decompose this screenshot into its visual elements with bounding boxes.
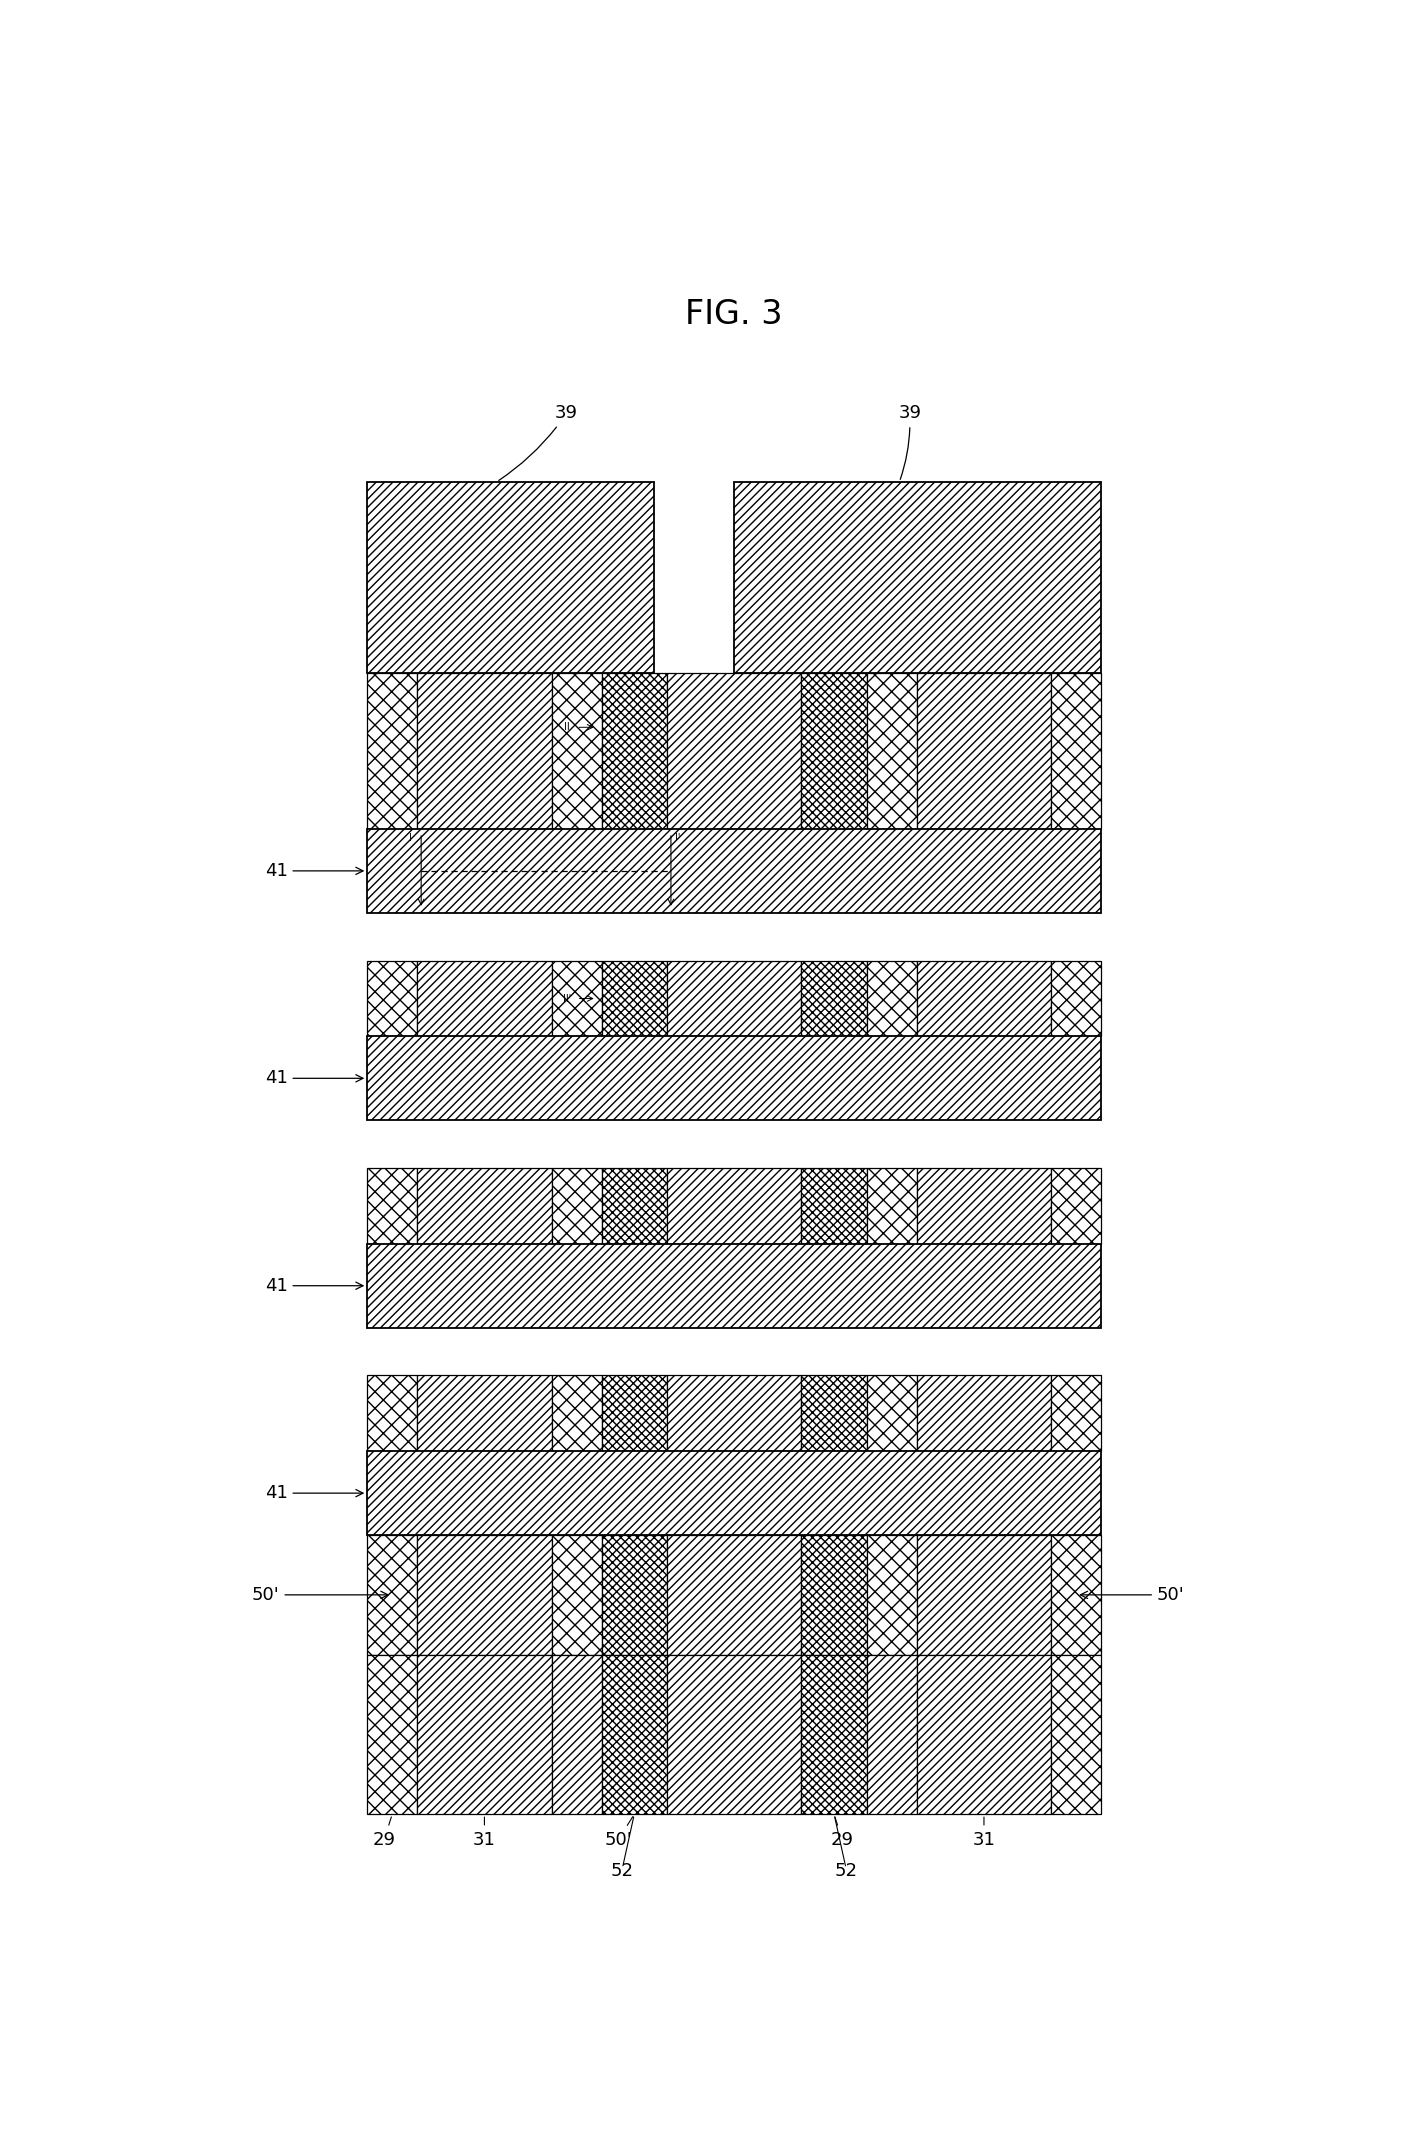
Bar	[734, 483, 1101, 672]
Bar	[551, 961, 602, 1037]
Bar	[802, 1655, 867, 1815]
Bar	[417, 1168, 551, 1243]
Bar	[802, 1534, 867, 1655]
Bar	[367, 961, 417, 1037]
Bar	[1051, 1655, 1101, 1815]
Text: 50': 50'	[605, 1817, 633, 1849]
Bar	[551, 1375, 602, 1450]
Bar	[602, 1375, 667, 1450]
Bar	[367, 1655, 417, 1815]
Text: I: I	[408, 834, 411, 843]
Bar	[367, 1037, 1101, 1121]
Bar	[367, 1168, 417, 1243]
Bar	[602, 1534, 667, 1655]
Text: 41: 41	[265, 1276, 363, 1295]
Text: 39: 39	[898, 405, 921, 478]
Text: 31: 31	[972, 1817, 995, 1849]
Bar	[1051, 1375, 1101, 1450]
Bar	[602, 675, 667, 830]
Bar	[367, 1375, 417, 1450]
Bar	[667, 1168, 802, 1243]
Bar	[1051, 1168, 1101, 1243]
Bar	[867, 1534, 917, 1655]
Bar	[551, 1655, 602, 1815]
Bar	[1051, 961, 1101, 1037]
Bar	[417, 961, 551, 1037]
Bar	[867, 961, 917, 1037]
Bar	[667, 1655, 802, 1815]
Bar	[667, 675, 802, 830]
Bar	[802, 961, 867, 1037]
Bar	[417, 1375, 551, 1450]
Bar	[551, 1534, 602, 1655]
Text: II: II	[564, 722, 570, 733]
Text: 41: 41	[265, 1485, 363, 1502]
Bar	[417, 1655, 551, 1815]
Bar	[367, 1450, 1101, 1534]
Bar	[551, 675, 602, 830]
Bar	[917, 1534, 1051, 1655]
Bar	[917, 1168, 1051, 1243]
Text: 29: 29	[830, 1817, 853, 1849]
Bar	[802, 1375, 867, 1450]
Bar	[802, 675, 867, 830]
Bar	[667, 1375, 802, 1450]
Bar	[367, 830, 1101, 914]
Bar	[1051, 1534, 1101, 1655]
Bar	[867, 1375, 917, 1450]
Text: I': I'	[674, 834, 680, 843]
Bar	[367, 1534, 417, 1655]
Bar	[417, 1534, 551, 1655]
Bar	[917, 675, 1051, 830]
Text: 41: 41	[265, 1069, 363, 1088]
Bar	[917, 961, 1051, 1037]
Text: 31: 31	[473, 1817, 496, 1849]
Text: 50': 50'	[252, 1586, 388, 1603]
Bar	[867, 675, 917, 830]
Bar	[602, 1168, 667, 1243]
Text: 39: 39	[499, 405, 578, 481]
Bar	[367, 1243, 1101, 1327]
Bar	[867, 1655, 917, 1815]
Bar	[802, 1168, 867, 1243]
Bar	[551, 1168, 602, 1243]
Bar	[867, 1168, 917, 1243]
Text: 41: 41	[265, 862, 363, 879]
Bar	[417, 675, 551, 830]
Bar	[917, 1375, 1051, 1450]
Text: II': II'	[563, 993, 571, 1004]
Text: 52: 52	[835, 1862, 857, 1881]
Text: 29: 29	[373, 1817, 395, 1849]
Bar	[367, 483, 655, 672]
Text: 52: 52	[611, 1862, 633, 1881]
Text: 50': 50'	[1080, 1586, 1185, 1603]
Text: FIG. 3: FIG. 3	[686, 297, 784, 332]
Bar	[917, 1655, 1051, 1815]
Bar	[1051, 675, 1101, 830]
Bar	[667, 1534, 802, 1655]
Bar	[602, 1655, 667, 1815]
Bar	[667, 961, 802, 1037]
Bar	[602, 961, 667, 1037]
Bar	[367, 675, 417, 830]
